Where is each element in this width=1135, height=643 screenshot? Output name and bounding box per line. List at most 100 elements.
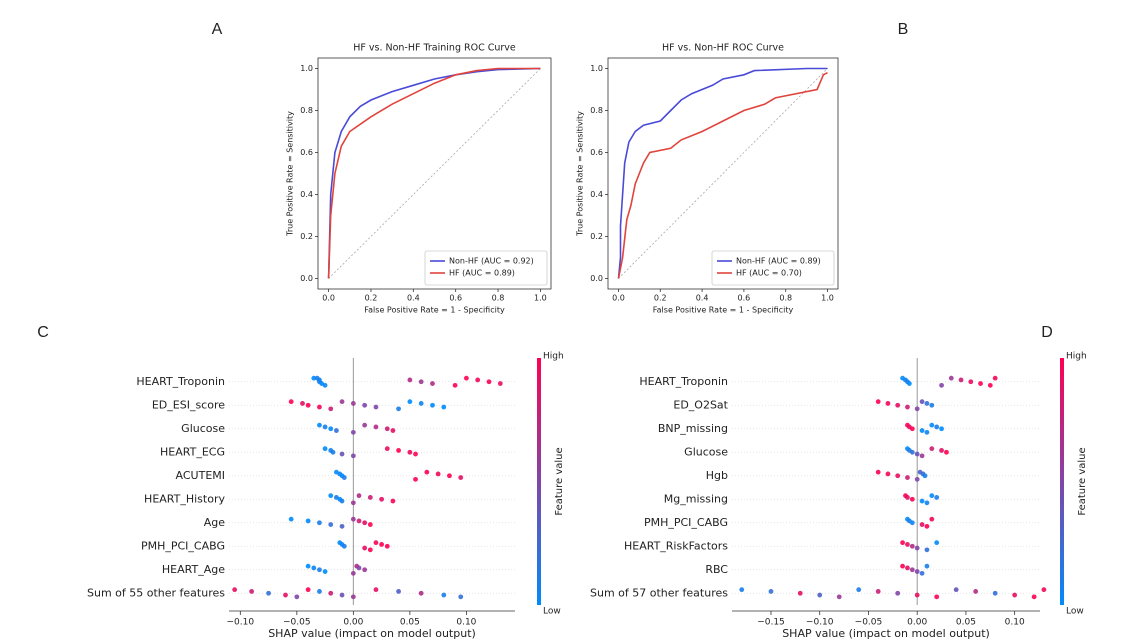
- y-tick-label: 0.8: [590, 106, 603, 115]
- shap-point: [339, 592, 345, 598]
- shap-point: [909, 449, 915, 455]
- x-tick-label: −0.05: [283, 618, 311, 628]
- chart-title: HF vs. Non-HF ROC Curve: [662, 43, 784, 54]
- feature-label: Age: [204, 516, 226, 529]
- shap-point: [919, 498, 925, 504]
- legend-label: HF (AUC = 0.89): [449, 269, 515, 278]
- shap-point: [914, 451, 920, 457]
- shap-point: [905, 404, 910, 410]
- shap-point: [249, 589, 255, 594]
- shap-point: [328, 426, 334, 432]
- shap-point: [350, 429, 356, 435]
- shap-point: [978, 381, 983, 386]
- shap-point: [362, 567, 368, 573]
- shap-point: [339, 498, 345, 504]
- colorbar: [537, 358, 541, 605]
- shap-point: [350, 594, 356, 600]
- shap-point: [317, 520, 322, 526]
- shap-point: [379, 542, 385, 547]
- roc-curve: [617, 67, 828, 279]
- legend-box: [711, 250, 835, 286]
- feature-label: Sum of 55 other features: [87, 586, 225, 599]
- shap-point: [919, 570, 925, 576]
- shap-point: [885, 471, 891, 477]
- x-tick-label: 0.4: [407, 294, 420, 303]
- shap-point: [362, 402, 368, 408]
- shap-point: [317, 567, 322, 573]
- y-tick-label: 1.0: [590, 64, 603, 73]
- x-tick-label: −0.10: [806, 618, 834, 628]
- shap-point: [905, 495, 910, 500]
- feature-label: Sum of 57 other features: [590, 586, 728, 599]
- feature-label: HEART_ECG: [160, 445, 225, 458]
- feature-label: Mg_missing: [664, 492, 728, 505]
- shap-point: [909, 520, 915, 526]
- shap-point: [817, 592, 823, 598]
- feature-label: ED_ESI_score: [152, 398, 225, 411]
- shap-point: [311, 375, 317, 381]
- y-tick-label: 0.2: [300, 232, 313, 241]
- shap-point: [497, 381, 503, 386]
- colorbar-label: Feature value: [1077, 447, 1088, 515]
- x-tick-label: 0.0: [322, 294, 335, 303]
- panel-label: A: [212, 21, 223, 38]
- shap-point: [407, 399, 413, 405]
- shap-point: [939, 426, 944, 432]
- legend-label: Non-HF (AUC = 0.92): [449, 257, 534, 266]
- x-tick-label: −0.05: [855, 618, 883, 628]
- shap-point: [929, 422, 935, 428]
- feature-label: HEART_Troponin: [639, 375, 728, 388]
- shap-point: [875, 469, 881, 475]
- shap-point: [924, 429, 930, 435]
- shap-point: [885, 401, 891, 406]
- shap-point: [919, 428, 925, 433]
- shap-point: [350, 570, 356, 576]
- x-axis-label: False Positive Rate = 1 - Specificity: [364, 306, 505, 315]
- y-tick-label: 1.0: [300, 64, 313, 73]
- shap-point: [384, 426, 390, 432]
- shap-point: [311, 565, 317, 571]
- panel-label: D: [1041, 324, 1053, 341]
- shap-point: [362, 422, 368, 428]
- shap-point: [407, 449, 413, 455]
- y-axis-label: True Positive Rate = Sensitivity: [576, 111, 585, 237]
- shap-point: [973, 589, 979, 594]
- shap-point: [396, 406, 401, 412]
- shap-point: [914, 569, 920, 574]
- shap-point: [305, 402, 311, 408]
- shap-point: [288, 399, 294, 405]
- x-tick-label: 0.8: [779, 294, 792, 303]
- shap-point: [341, 543, 347, 549]
- shap-point: [922, 473, 928, 479]
- x-tick-label: 0.0: [612, 294, 625, 303]
- shap-point: [987, 382, 993, 388]
- x-axis-label: SHAP value (impact on model output): [782, 627, 990, 640]
- shap-point: [305, 587, 311, 593]
- shap-point: [266, 590, 271, 596]
- shap-point: [339, 399, 345, 405]
- shap-point: [384, 543, 390, 549]
- x-tick-label: −0.15: [757, 618, 785, 628]
- y-axis-label: True Positive Rate = Sensitivity: [286, 111, 295, 237]
- shap-point: [418, 401, 424, 406]
- shap-point: [413, 476, 418, 482]
- shap-point: [328, 493, 334, 499]
- shap-point: [350, 401, 356, 406]
- legend-box: [424, 250, 548, 286]
- shap-point: [463, 375, 469, 381]
- feature-label: PMH_PCI_CABG: [141, 539, 225, 552]
- x-tick-label: 1.0: [534, 294, 547, 303]
- shap-point: [948, 375, 954, 381]
- shap-point: [458, 594, 464, 600]
- roc-curve: [327, 67, 541, 279]
- feature-label: HEART_History: [144, 492, 225, 505]
- y-tick-label: 0.4: [300, 190, 313, 199]
- x-tick-label: 0.00: [907, 618, 927, 628]
- shap-point: [900, 540, 905, 546]
- shap-point: [341, 475, 347, 480]
- shap-point: [288, 516, 294, 522]
- colorbar-low: Low: [1066, 607, 1084, 617]
- shap-point: [328, 590, 334, 596]
- shap-point: [924, 547, 930, 553]
- shap-point: [373, 404, 379, 410]
